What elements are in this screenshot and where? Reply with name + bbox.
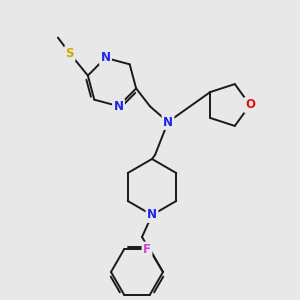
Text: S: S — [66, 47, 74, 60]
Text: N: N — [113, 100, 124, 112]
Text: F: F — [143, 243, 151, 256]
Text: N: N — [100, 51, 110, 64]
Text: N: N — [163, 116, 173, 128]
Text: O: O — [245, 98, 255, 112]
Text: N: N — [147, 208, 157, 221]
